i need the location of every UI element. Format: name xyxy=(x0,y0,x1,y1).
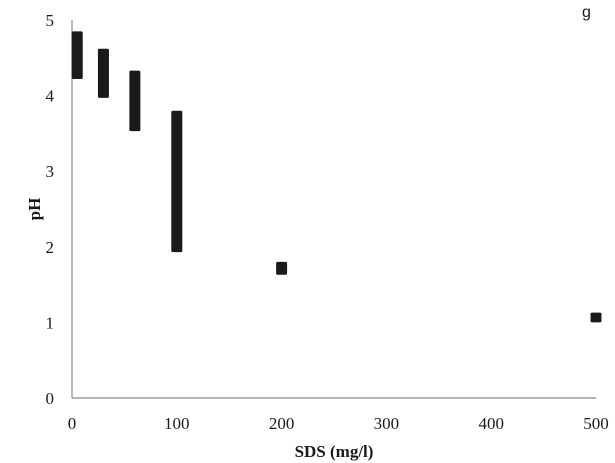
axes xyxy=(71,20,596,399)
x-tick-label: 0 xyxy=(68,414,77,433)
y-tick-label: 3 xyxy=(46,162,55,181)
x-tick-label: 500 xyxy=(583,414,609,433)
y-tick-label: 1 xyxy=(46,313,55,332)
data-marks xyxy=(71,31,602,323)
y-tick-label: 4 xyxy=(46,87,55,106)
x-tick-label: 200 xyxy=(269,414,295,433)
data-point-range xyxy=(71,31,83,79)
top-text-fragment: g xyxy=(582,4,591,21)
x-tick-label: 100 xyxy=(164,414,190,433)
x-tick-labels: 0 100 200 300 400 500 xyxy=(68,414,609,433)
x-axis-title: SDS (mg/l) xyxy=(295,442,374,461)
data-point-range xyxy=(590,312,602,323)
data-point-range xyxy=(97,48,109,98)
x-tick-label: 300 xyxy=(374,414,400,433)
y-tick-label: 2 xyxy=(46,238,55,257)
y-tick-labels: 0 1 2 3 4 5 xyxy=(46,11,55,408)
data-point-range xyxy=(129,70,141,132)
y-tick-label: 0 xyxy=(46,389,55,408)
y-tick-label: 5 xyxy=(46,11,55,30)
data-point-range xyxy=(171,110,183,253)
x-tick-label: 400 xyxy=(478,414,504,433)
y-axis-title: pH xyxy=(25,198,44,221)
data-point-range xyxy=(276,261,288,275)
